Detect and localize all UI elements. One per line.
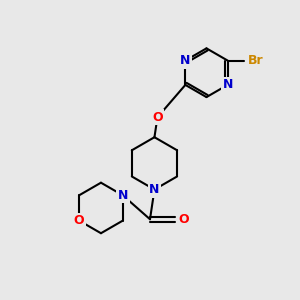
- Text: O: O: [74, 214, 84, 227]
- Text: N: N: [149, 183, 160, 196]
- Text: O: O: [152, 111, 163, 124]
- Text: Br: Br: [248, 54, 263, 67]
- Text: N: N: [118, 189, 128, 202]
- Text: N: N: [222, 78, 233, 92]
- Text: O: O: [178, 213, 189, 226]
- Text: N: N: [180, 54, 190, 67]
